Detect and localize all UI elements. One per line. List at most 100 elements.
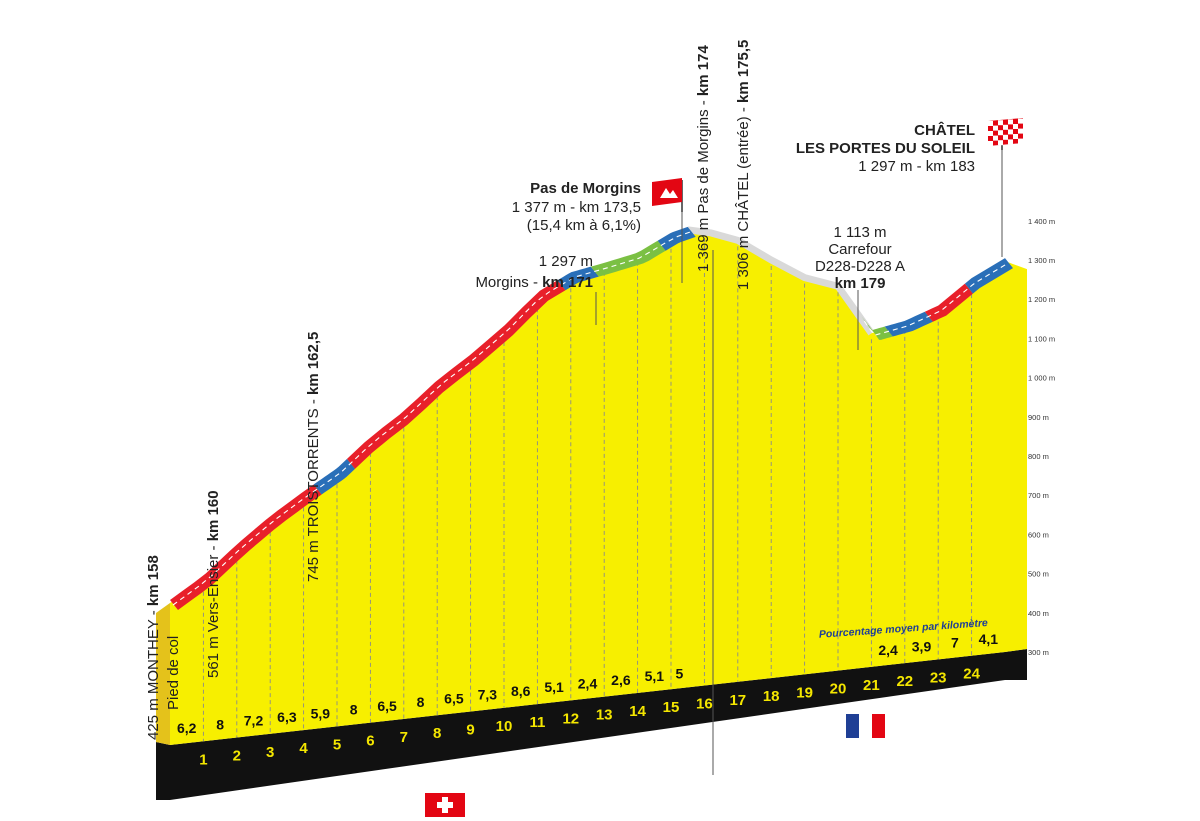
km-label: 15: [663, 699, 680, 716]
km-label: 17: [729, 692, 746, 709]
swiss-flag-icon: [425, 793, 465, 817]
segment-percentage: 6,2: [177, 720, 197, 736]
km-label: 6: [366, 733, 374, 750]
segment-percentage: 5,1: [544, 679, 564, 695]
gradient-band: [590, 240, 666, 277]
segment-percentage: 2,4: [878, 642, 898, 658]
gradient-band-layer: [170, 226, 1013, 610]
altitude-tick-label: 1 100 m: [1028, 334, 1055, 343]
monthey-annotation: 425 m MONTHEY - km 158: [145, 555, 162, 740]
finish-flag-check: [1003, 134, 1008, 140]
pas-de-morgins-climb: (15,4 km à 6,1%): [527, 217, 641, 234]
segment-percentage: 6,5: [377, 698, 397, 714]
chatel-entree-annotation: 1 306 m CHÂTEL (entrée) - km 175,5: [735, 40, 752, 290]
segment-percentage: 7,3: [478, 687, 498, 703]
km-label: 16: [696, 695, 713, 712]
gradient-band: [657, 226, 696, 251]
finish-flag-check: [1008, 139, 1013, 145]
troistorrents-annotation: 745 m TROISTORRENTS - km 162,5: [305, 332, 322, 582]
km-label: 11: [529, 714, 545, 731]
altitude-tick-label: 700 m: [1028, 491, 1049, 500]
km-label: 1: [199, 751, 207, 768]
vers-ensier-annotation: 561 m Vers-Ensier - km 160: [205, 490, 222, 678]
km-label: 22: [896, 673, 913, 690]
profile-side-left: [156, 603, 170, 745]
finish-flag-cloth: [988, 118, 1023, 146]
pas-de-morgins-detail: 1 377 m - km 173,5: [512, 199, 641, 216]
checkered-finish-flag-icon: [988, 118, 1023, 150]
altitude-tick-label: 400 m: [1028, 609, 1049, 618]
finish-flag-check: [998, 120, 1003, 126]
altitude-tick-label: 300 m: [1028, 648, 1049, 657]
segment-percentage: 6,3: [277, 709, 297, 725]
finish-flag-check: [998, 130, 1003, 136]
finish-flag-check: [988, 141, 993, 146]
km-label: 8: [433, 725, 441, 742]
gradient-band: [313, 458, 356, 495]
segment-percentage: 2,6: [611, 672, 631, 688]
altitude-tick-label: 800 m: [1028, 452, 1049, 461]
km-label: 10: [496, 718, 513, 735]
altitude-axis: 300 m 400 m 500 m 600 m 700 m 800 m 900 m 1 000…: [1028, 217, 1055, 657]
finish-flag-check: [1018, 118, 1023, 124]
segment-percentage: 2,4: [578, 676, 598, 692]
finish-flag-check: [988, 121, 993, 126]
finish-title-2: LES PORTES DU SOLEIL: [796, 140, 975, 157]
finish-flag-check: [1018, 138, 1023, 144]
altitude-tick-label: 1 200 m: [1028, 295, 1055, 304]
segment-percentages: 6,2 8 7,2 6,3 5,9 8 6,5 8 6,5 7,3 8,6 5,1 2,4 2,6 5,1 5…: [177, 631, 998, 736]
mountain-flag-icon: [652, 178, 683, 212]
carrefour-altitude: 1 113 m: [833, 224, 886, 241]
gradient-band: [170, 484, 322, 610]
base-layer: [156, 649, 1027, 800]
altitude-tick-label: 600 m: [1028, 530, 1049, 539]
altitude-tick-label: 1 000 m: [1028, 374, 1055, 383]
profile-fill-layer: [156, 226, 1027, 746]
km-label: 5: [333, 736, 341, 753]
carrefour-road: D228-D228 A: [815, 258, 905, 275]
segment-percentage: 3,9: [912, 638, 932, 654]
segment-percentage: 6,5: [444, 690, 464, 706]
finish-flag-check: [1013, 134, 1018, 139]
altitude-tick-label: 1 300 m: [1028, 256, 1055, 265]
segment-percentage: 8: [417, 694, 425, 710]
km-label: 14: [629, 703, 646, 720]
finish-flag-check: [993, 125, 998, 131]
finish-flag-check: [1003, 124, 1008, 130]
km-label: 9: [466, 722, 474, 739]
morgins-altitude: 1 297 m: [539, 253, 593, 270]
km-label: 18: [763, 688, 780, 705]
km-label: 19: [796, 684, 813, 701]
km-labels: 1 2 3 4 5 6 7 8 9 10 11 12 13 14 15 16 17 18 19 20 21 22 23 24: [199, 666, 980, 769]
finish-flag-check: [988, 131, 993, 136]
profile-fill: [170, 229, 1005, 746]
km-label: 2: [233, 748, 241, 765]
segment-percentage: 5,1: [645, 668, 665, 684]
segment-percentage: 5: [675, 665, 683, 681]
km-label: 13: [596, 707, 613, 724]
profile-side-right: [1005, 261, 1027, 652]
km-label: 23: [930, 669, 947, 686]
gradient-band: [347, 280, 566, 469]
descent-top: [687, 226, 875, 336]
base-strip: [156, 649, 1027, 800]
center-dash-line: [863, 262, 1009, 336]
segment-percentage: 4,1: [979, 631, 999, 647]
center-dash-line: [172, 231, 691, 606]
finish-flag-check: [1013, 124, 1018, 129]
km-label: 3: [266, 744, 274, 761]
finish-detail: 1 297 m - km 183: [858, 158, 975, 175]
finish-flag-check: [1008, 129, 1013, 135]
segment-percentage: 8: [216, 716, 224, 732]
carrefour-km: km 179: [835, 275, 886, 292]
km-label: 20: [830, 681, 847, 698]
altitude-tick-label: 900 m: [1028, 413, 1049, 422]
finish-flag-check: [998, 140, 1003, 146]
finish-flag-check: [1018, 128, 1023, 134]
km-label: 21: [863, 677, 880, 694]
km-label: 4: [299, 740, 308, 757]
segment-percentage: 7: [951, 635, 959, 651]
segment-percentage: 7,2: [244, 713, 264, 729]
gradient-band: [861, 316, 893, 340]
